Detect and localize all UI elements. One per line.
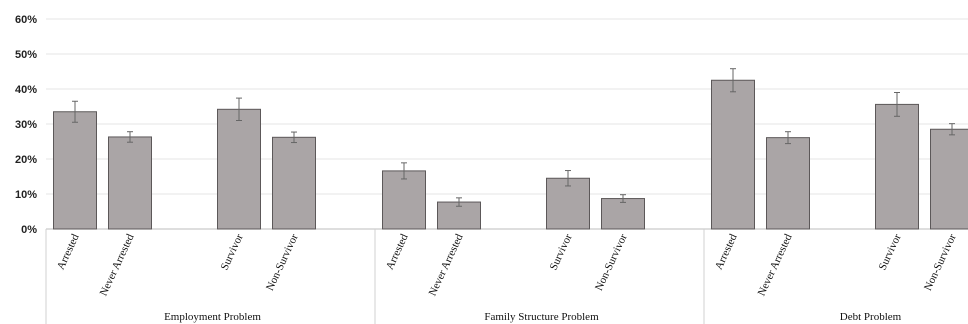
bar [108, 136, 152, 230]
y-tick-label: 20% [15, 154, 37, 166]
category-label: Never Arrested [756, 232, 795, 298]
category-label: Non-Survivor [264, 232, 301, 293]
bar [875, 103, 919, 230]
bar [546, 177, 590, 230]
bar [766, 137, 810, 230]
category-label: Survivor [219, 232, 246, 272]
bar [272, 136, 316, 230]
bar [601, 198, 645, 230]
category-label: Survivor [548, 232, 575, 272]
error-bars [72, 68, 955, 207]
bar [711, 79, 755, 230]
bar [217, 108, 261, 230]
category-label: Non-Survivor [593, 232, 630, 293]
category-label: Arrested [384, 232, 411, 272]
y-tick-label: 30% [15, 119, 37, 131]
category-labels: Arrested Never Arrested Survivor Non-Surviv… [55, 232, 959, 298]
category-label: Survivor [877, 232, 904, 272]
y-tick-label: 10% [15, 189, 37, 201]
category-label: Never Arrested [98, 232, 137, 298]
bar [930, 128, 968, 230]
group-label: Debt Problem [840, 311, 902, 323]
category-label: Arrested [55, 232, 82, 272]
y-tick-label: 40% [15, 84, 37, 96]
category-label: Never Arrested [427, 232, 466, 298]
group-labels: Employment Problem Family Structure Probl… [164, 311, 902, 323]
bar [53, 111, 97, 230]
group-separators [45, 229, 705, 324]
bar [382, 170, 426, 230]
y-tick-label: 50% [15, 49, 37, 61]
category-label: Non-Survivor [922, 232, 959, 293]
group-label: Employment Problem [164, 311, 261, 323]
y-tick-label: 60% [15, 14, 37, 26]
bars [53, 79, 968, 230]
y-tick-label: 0% [21, 224, 37, 236]
gridlines [46, 18, 968, 230]
group-label: Family Structure Problem [484, 311, 599, 323]
y-axis-ticks: 0% 10% 20% 30% 40% 50% 60% [15, 14, 37, 236]
category-label: Arrested [713, 232, 740, 272]
